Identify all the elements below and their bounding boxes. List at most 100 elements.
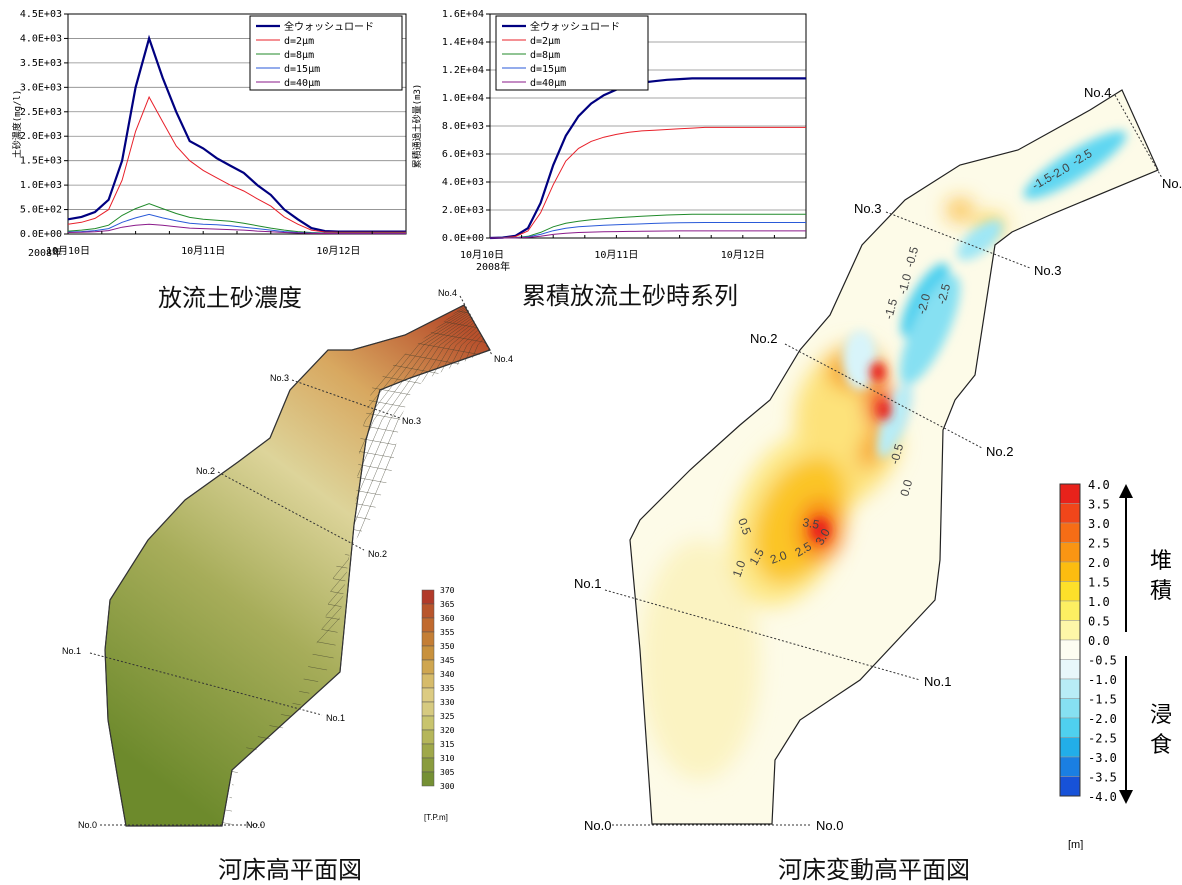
change-legend-swatch: [1059, 483, 1081, 504]
change-legend-label: -4.0: [1088, 790, 1117, 804]
bed-section-no0-right: No.0: [246, 820, 265, 830]
chart2-y-axis-title: 累積通過土砂量(m3): [411, 84, 423, 169]
change-legend-label: 1.5: [1088, 576, 1110, 590]
bed-legend-swatch: [421, 659, 435, 675]
bed-change-legend: 4.0 3.5 3.0 2.5 2.0 1.5 1.0 0.5 0.0 -0.5 -1.0 -1.5 -…: [1059, 478, 1117, 804]
y-tick-label: 1.5E+03: [20, 156, 62, 167]
series-line-4: [490, 230, 806, 239]
chart2-legend: 全ウォッシュロード d=2μm d=8μm d=15μm d=40μm: [495, 15, 649, 91]
change-section-no3-right: No.3: [1034, 263, 1061, 278]
change-section-no0-left: No.0: [584, 818, 611, 833]
erosion-arrowhead: [1119, 790, 1133, 804]
bed-section-no2-left: No.2: [196, 466, 215, 476]
chart1-year-label: 2008年: [28, 246, 62, 259]
legend-label: d=8μm: [284, 50, 314, 61]
legend-label: d=40μm: [530, 78, 566, 89]
contour-label: 0.5: [735, 516, 754, 537]
bed-legend-label: 350: [440, 642, 455, 651]
bed-legend-swatch: [421, 701, 435, 717]
series-line-2: [489, 213, 806, 239]
change-legend-swatch: [1059, 678, 1081, 699]
erosion-label-2: 食: [1150, 733, 1172, 758]
section-line-no3: [291, 379, 401, 419]
y-tick-label: 4.5E+03: [20, 9, 62, 20]
change-section-no4-top: No.4: [1084, 85, 1111, 100]
change-section-no4-right: No.4: [1162, 176, 1182, 191]
bed-legend-label: 360: [440, 614, 455, 623]
change-section-no1-left: No.1: [574, 576, 601, 591]
change-legend-label: -2.0: [1088, 712, 1117, 726]
deposit-label-1: 堆: [1150, 549, 1172, 574]
bed-legend-swatch: [421, 687, 435, 703]
series-line-3: [489, 222, 806, 239]
change-legend-swatch: [1059, 600, 1081, 621]
change-legend-label: -0.5: [1088, 654, 1117, 668]
change-legend-unit: [m]: [1068, 839, 1083, 850]
deposit-label-2: 積: [1150, 579, 1172, 604]
change-legend-swatch: [1059, 561, 1081, 582]
bed-section-no1-left: No.1: [62, 646, 81, 656]
contour-label: 2.0: [768, 548, 789, 567]
y-tick-label: 1.0E+03: [20, 180, 62, 191]
y-tick-label: 2.5E+03: [20, 107, 62, 118]
change-legend-swatch: [1059, 581, 1081, 602]
contour-label: -2.0: [914, 292, 933, 316]
change-legend-swatch: [1059, 776, 1081, 797]
chart1-series: [67, 34, 406, 235]
bed-legend-swatch: [421, 617, 435, 633]
bed-legend-label: 335: [440, 684, 455, 693]
series-line-1: [489, 126, 806, 239]
change-section-no1-right: No.1: [924, 674, 951, 689]
change-legend-label: 2.0: [1088, 556, 1110, 570]
series-line-1: [67, 95, 406, 233]
y-tick-label: 4.0E+03: [20, 33, 62, 44]
chart1-legend: 全ウォッシュロード d=2μm d=8μm d=15μm d=40μm: [249, 15, 403, 91]
bed-legend-swatch: [421, 645, 435, 661]
legend-label: d=40μm: [284, 78, 320, 89]
bed-legend-swatch: [421, 729, 435, 745]
x-tick-label: 10月10日: [46, 245, 90, 257]
change-legend-label: -1.0: [1088, 673, 1117, 687]
legend-label: d=15μm: [530, 64, 566, 75]
chart2-y-ticks: 0.0E+00 2.0E+03 4.0E+03 6.0E+03 8.0E+03 1.0E+…: [442, 9, 490, 244]
change-section-line-no3: [885, 211, 1031, 269]
change-legend-label: -2.5: [1088, 732, 1117, 746]
bed-section-no0-left: No.0: [78, 820, 97, 830]
mesh-line: [242, 305, 490, 353]
legend-label: d=2μm: [284, 36, 314, 47]
bed-section-no3-left: No.3: [270, 373, 289, 383]
caption-concentration: 放流土砂濃度: [158, 284, 302, 312]
bed-section-no4-right: No.4: [494, 354, 513, 364]
caption-bed-elevation: 河床高平面図: [218, 856, 362, 884]
chart1-x-ticks: 10月10日 10月11日 10月12日: [46, 231, 373, 257]
y-tick-label: 3.0E+03: [20, 82, 62, 93]
mesh-line: [234, 305, 490, 364]
y-tick-label: 1.6E+04: [442, 9, 484, 20]
bed-legend-unit: [T.P.m]: [424, 813, 448, 822]
change-section-no2-left: No.2: [750, 331, 777, 346]
y-tick-label: 0.0E+00: [442, 233, 484, 244]
change-section-line-no1: [604, 589, 921, 681]
legend-label: d=2μm: [530, 36, 560, 47]
bed-legend-label: 325: [440, 712, 455, 721]
change-legend-swatch: [1059, 522, 1081, 543]
bed-legend-label: 330: [440, 698, 455, 707]
contour-label: 3.5: [801, 515, 820, 532]
contour-label: 0.0: [897, 478, 915, 498]
y-tick-label: 1.4E+04: [442, 37, 484, 48]
contour-label: -1.5: [881, 297, 900, 321]
bed-legend-label: 310: [440, 754, 455, 763]
series-line-4: [67, 223, 406, 235]
change-legend-label: -1.5: [1088, 693, 1117, 707]
chart1-y-ticks: 0.0E+00 5.0E+02 1.0E+03 1.5E+03 2.0E+03 2.5E+…: [20, 9, 68, 240]
contour-label: -1.0: [895, 272, 914, 296]
cumulative-sediment-chart: 0.0E+00 2.0E+03 4.0E+03 6.0E+03 8.0E+03 1.0E+…: [411, 9, 807, 273]
contour-label: 1.0: [730, 558, 749, 579]
change-section-no3-left: No.3: [854, 201, 881, 216]
y-tick-label: 0.0E+00: [20, 229, 62, 240]
legend-box: [495, 15, 649, 91]
bed-legend-label: 340: [440, 670, 455, 679]
change-section-no2-right: No.2: [986, 444, 1013, 459]
deposit-arrowhead: [1119, 484, 1133, 498]
change-legend-border: [1059, 483, 1081, 797]
